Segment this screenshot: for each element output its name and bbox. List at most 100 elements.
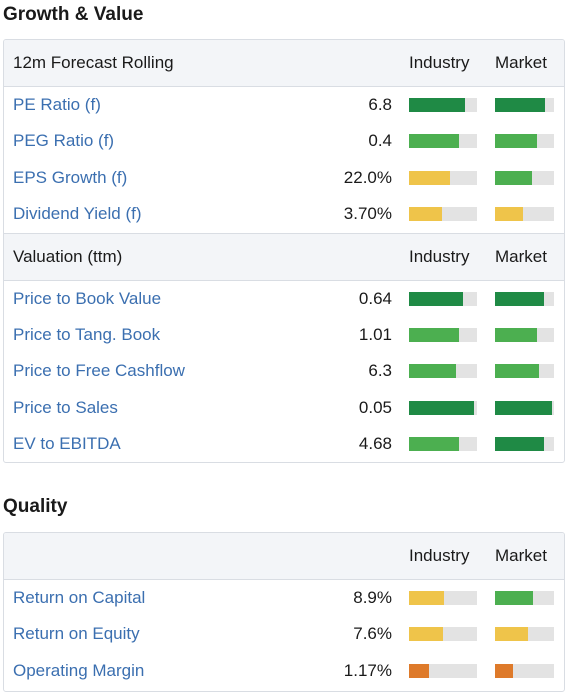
market-rank-bar xyxy=(495,291,554,306)
market-rank-bar-fill xyxy=(495,134,538,149)
industry-rank-bar xyxy=(409,170,477,185)
metric-value: 22.0% xyxy=(343,167,392,187)
industry-rank-bar-fill xyxy=(409,98,465,112)
market-rank-bar-fill xyxy=(495,98,546,112)
metric-row: Price to Book Value 0.64 xyxy=(4,281,564,317)
industry-rank-bar xyxy=(409,98,477,112)
metric-row: Return on Capital 8.9% xyxy=(4,580,564,616)
metric-row: PE Ratio (f) 6.8 xyxy=(4,87,564,123)
industry-rank-bar-fill xyxy=(409,627,443,642)
market-rank-bar xyxy=(495,400,554,415)
metric-row: Return on Equity 7.6% xyxy=(4,616,564,652)
metric-row: Price to Tang. Book 1.01 xyxy=(4,317,564,353)
metric-row: Price to Sales 0.05 xyxy=(4,390,564,426)
metric-value: 8.9% xyxy=(353,588,392,607)
industry-rank-bar xyxy=(409,207,477,222)
market-column-header: Market xyxy=(495,246,547,266)
industry-rank-bar-fill xyxy=(409,207,442,222)
industry-rank-bar-fill xyxy=(409,327,460,342)
market-rank-bar-fill xyxy=(495,400,553,415)
metric-name-link[interactable]: Price to Tang. Book xyxy=(13,324,161,344)
metric-name-link[interactable]: Return on Capital xyxy=(13,588,146,607)
market-rank-bar-fill xyxy=(495,663,513,678)
metric-name-link[interactable]: EV to EBITDA xyxy=(13,434,121,454)
metric-name-link[interactable]: PEG Ratio (f) xyxy=(13,131,115,151)
forecast-header: 12m Forecast Rolling Industry Market xyxy=(4,40,564,87)
market-rank-bar-fill xyxy=(495,170,533,185)
metric-value: 0.05 xyxy=(358,397,392,417)
market-rank-bar xyxy=(495,207,554,222)
market-rank-bar xyxy=(495,663,554,678)
quality-header: Industry Market xyxy=(4,533,564,580)
metric-value: 3.70% xyxy=(343,204,392,224)
industry-rank-bar xyxy=(409,364,477,379)
market-rank-bar-fill xyxy=(495,591,534,605)
market-rank-bar-fill xyxy=(495,207,523,222)
market-rank-bar xyxy=(495,98,554,112)
metric-row: EPS Growth (f) 22.0% xyxy=(4,160,564,196)
market-rank-bar-fill xyxy=(495,291,544,306)
industry-rank-bar-fill xyxy=(409,291,464,306)
industry-rank-bar-fill xyxy=(409,364,456,379)
metric-name-link[interactable]: EPS Growth (f) xyxy=(13,167,128,187)
industry-rank-bar xyxy=(409,591,477,605)
market-column-header: Market xyxy=(495,546,547,565)
metric-value: 7.6% xyxy=(353,624,392,644)
industry-rank-bar xyxy=(409,627,477,642)
industry-rank-bar xyxy=(409,663,477,678)
industry-rank-bar xyxy=(409,134,477,149)
metric-name-link[interactable]: Operating Margin xyxy=(13,660,145,680)
section-title-growth-value: Growth & Value xyxy=(3,4,144,25)
industry-rank-bar xyxy=(409,327,477,342)
industry-rank-bar-fill xyxy=(409,437,459,452)
metric-row: Operating Margin 1.17% xyxy=(4,653,564,689)
metric-name-link[interactable]: Price to Sales xyxy=(13,397,118,417)
market-rank-bar xyxy=(495,437,554,452)
forecast-header-label: 12m Forecast Rolling xyxy=(13,53,174,72)
market-rank-bar xyxy=(495,134,554,149)
industry-rank-bar-fill xyxy=(409,591,445,605)
market-rank-bar-fill xyxy=(495,437,544,452)
metric-row: Dividend Yield (f) 3.70% xyxy=(4,196,564,232)
market-rank-bar xyxy=(495,364,554,379)
market-rank-bar-fill xyxy=(495,327,538,342)
industry-column-header: Industry xyxy=(409,53,470,72)
market-rank-bar-fill xyxy=(495,364,540,379)
industry-rank-bar-fill xyxy=(409,134,459,149)
market-rank-bar xyxy=(495,627,554,642)
metric-value: 6.3 xyxy=(368,361,392,381)
metric-value: 0.4 xyxy=(368,131,392,151)
industry-rank-bar xyxy=(409,291,477,306)
quality-panel: Industry Market Return on Capital 8.9% Ret… xyxy=(3,532,565,692)
metric-name-link[interactable]: Return on Equity xyxy=(13,624,140,644)
market-rank-bar xyxy=(495,327,554,342)
metric-row: EV to EBITDA 4.68 xyxy=(4,426,564,462)
forecast-rows: PE Ratio (f) 6.8 PEG Ratio (f) 0.4 EPS Growt… xyxy=(4,87,564,233)
metric-value: 6.8 xyxy=(368,95,392,114)
industry-rank-bar xyxy=(409,437,477,452)
metric-value: 1.17% xyxy=(343,660,392,680)
valuation-header: Valuation (ttm) Industry Market xyxy=(4,232,564,281)
industry-rank-bar-fill xyxy=(409,170,450,185)
metric-name-link[interactable]: Dividend Yield (f) xyxy=(13,204,142,224)
metric-name-link[interactable]: Price to Free Cashflow xyxy=(13,361,185,381)
valuation-rows: Price to Book Value 0.64 Price to Tang. Bo… xyxy=(4,281,564,462)
industry-column-header: Industry xyxy=(409,246,470,266)
metric-value: 4.68 xyxy=(358,434,392,454)
growth-value-panel: 12m Forecast Rolling Industry Market PE … xyxy=(3,39,565,463)
metric-row: PEG Ratio (f) 0.4 xyxy=(4,123,564,159)
section-title-quality: Quality xyxy=(3,496,68,517)
metric-value: 1.01 xyxy=(358,324,392,344)
market-rank-bar xyxy=(495,170,554,185)
market-rank-bar-fill xyxy=(495,627,529,642)
market-rank-bar xyxy=(495,591,554,605)
industry-rank-bar xyxy=(409,400,477,415)
metric-name-link[interactable]: Price to Book Value xyxy=(13,288,162,308)
metric-value: 0.64 xyxy=(358,288,392,308)
market-column-header: Market xyxy=(495,53,547,72)
industry-rank-bar-fill xyxy=(409,663,430,678)
valuation-header-label: Valuation (ttm) xyxy=(13,246,123,266)
industry-column-header: Industry xyxy=(409,546,470,565)
metric-name-link[interactable]: PE Ratio (f) xyxy=(13,95,101,114)
metric-row: Price to Free Cashflow 6.3 xyxy=(4,353,564,389)
